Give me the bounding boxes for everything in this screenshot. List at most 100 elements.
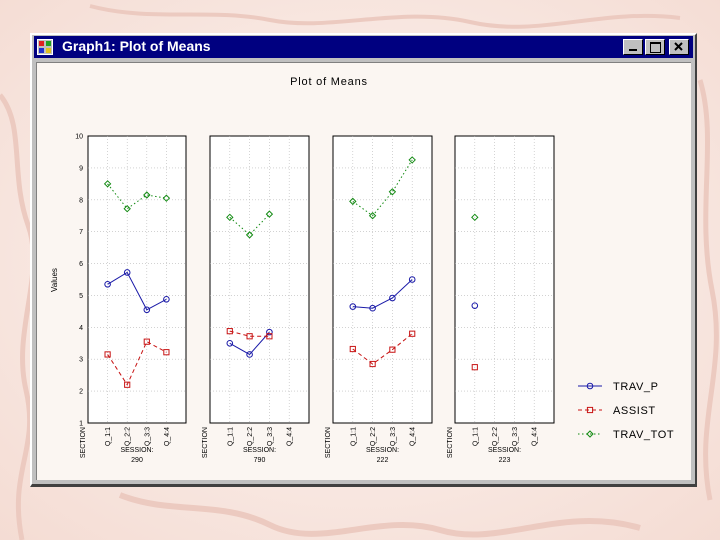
y-tick-label: 7 — [79, 229, 83, 236]
y-tick-label: 9 — [79, 165, 83, 172]
data-point-trav_tot — [388, 188, 397, 196]
data-point-assist — [349, 345, 356, 353]
series-line-assist — [352, 333, 413, 365]
data-point-assist — [409, 330, 416, 337]
data-point-trav_p — [369, 304, 376, 312]
window-title: Graph1: Plot of Means — [62, 38, 211, 54]
plot-panel-frame — [332, 135, 433, 424]
data-point-assist — [104, 351, 111, 358]
x-tick-label: Q_2:2 — [125, 427, 132, 446]
panel-session-label: SESSION: — [488, 447, 521, 454]
panel-session-label: SESSION: — [243, 447, 276, 454]
legend-label-trav_tot: TRAV_TOT — [613, 429, 674, 441]
data-point-trav_tot — [143, 191, 151, 199]
x-tick-label: Q_2:2 — [492, 427, 499, 446]
y-tick-label: 6 — [79, 261, 83, 268]
panel-session-value: 223 — [499, 457, 511, 464]
data-point-trav_tot — [226, 213, 234, 222]
close-button[interactable] — [669, 39, 689, 55]
plot-panel-frame — [87, 135, 187, 424]
data-point-trav_p — [123, 269, 131, 276]
data-point-trav_tot — [265, 210, 274, 218]
data-point-trav_p — [266, 328, 273, 336]
legend-marker-trav_p — [586, 382, 594, 390]
x-tick-label: Q_2:2 — [370, 427, 377, 446]
data-point-trav_p — [104, 280, 111, 288]
x-tick-label: Q_3:3 — [267, 427, 274, 446]
data-point-trav_tot — [471, 213, 479, 222]
close-icon — [674, 42, 683, 51]
title-bar[interactable]: Graph1: Plot of Means — [34, 36, 693, 58]
y-tick-label: 2 — [79, 389, 83, 396]
data-point-assist — [471, 364, 478, 371]
x-tick-label: Q_3:3 — [512, 427, 519, 446]
data-point-trav_p — [408, 276, 416, 283]
panel-session-label: SESSION: — [366, 447, 399, 454]
maximize-icon — [650, 42, 661, 53]
data-point-trav_tot — [162, 194, 171, 202]
data-point-trav_p — [389, 294, 396, 302]
panel-session-value: 790 — [254, 457, 266, 464]
x-factor-label: SECTION — [447, 427, 454, 458]
y-tick-label: 8 — [79, 197, 83, 204]
data-point-trav_p — [246, 351, 253, 358]
y-tick-label: 10 — [75, 134, 83, 141]
x-tick-label: Q_4:4 — [532, 427, 539, 446]
y-tick-label: 4 — [79, 325, 83, 332]
y-tick-label: 3 — [79, 357, 83, 364]
series-line-trav_p — [107, 271, 167, 311]
series-line-trav_tot — [352, 159, 413, 217]
graph-window[interactable]: Graph1: Plot of Means Plot of Means Valu… — [30, 33, 697, 487]
graph-area: Plot of Means Values 1 2 3 4 5 6 7 8 9 10 Q_1:1 Q_2… — [36, 62, 691, 480]
plot-of-means-chart: Plot of Means Values 1 2 3 4 5 6 7 8 9 10 Q_1:1 Q_2… — [50, 76, 674, 464]
panel-session-label: SESSION: — [120, 447, 153, 454]
data-point-assist — [143, 338, 150, 345]
data-point-trav_p — [163, 295, 170, 303]
data-point-trav_tot — [123, 204, 131, 213]
panel-session-value: 290 — [131, 457, 143, 464]
legend-label-trav_p: TRAV_P — [613, 381, 659, 393]
data-point-trav_tot — [349, 197, 357, 206]
y-axis-label: Values — [50, 268, 59, 292]
data-point-assist — [226, 328, 233, 335]
data-point-trav_p — [226, 339, 234, 347]
x-tick-label: Q_2:2 — [247, 427, 254, 446]
x-tick-label: Q_4:4 — [164, 427, 171, 446]
data-point-assist — [266, 333, 273, 340]
panel-session-value: 222 — [377, 457, 389, 464]
maximize-button[interactable] — [645, 39, 665, 55]
minimize-icon — [629, 49, 637, 51]
data-point-trav_p — [471, 302, 479, 309]
data-point-assist — [246, 333, 253, 340]
data-point-trav_p — [349, 303, 357, 310]
legend-marker-trav_tot — [586, 430, 594, 438]
x-factor-label: SECTION — [202, 427, 209, 458]
data-point-assist — [163, 349, 170, 356]
x-tick-label: Q_4:4 — [410, 427, 417, 446]
series-line-trav_p — [352, 279, 413, 309]
minimize-button[interactable] — [623, 39, 643, 55]
x-tick-label: Q_3:3 — [390, 427, 397, 446]
data-point-assist — [124, 381, 131, 388]
y-tick-label: 5 — [79, 293, 83, 300]
plot-panel-frame — [209, 135, 310, 424]
x-tick-label: Q_3:3 — [144, 427, 151, 446]
data-point-trav_p — [143, 306, 151, 314]
y-tick-label: 1 — [79, 421, 83, 428]
x-tick-label: Q_1:1 — [350, 427, 357, 446]
legend-label-assist: ASSIST — [613, 405, 656, 417]
data-point-trav_tot — [408, 156, 416, 164]
chart-title: Plot of Means — [290, 76, 368, 88]
data-point-assist — [369, 360, 376, 368]
x-tick-label: Q_1:1 — [227, 427, 234, 446]
statistica-app-icon[interactable] — [37, 39, 53, 55]
x-tick-label: Q_1:1 — [472, 427, 479, 446]
series-line-trav_tot — [229, 213, 270, 236]
legend-marker-assist — [586, 406, 594, 414]
series-line-trav_p — [229, 331, 270, 356]
plot-panel-frame — [454, 135, 555, 424]
data-point-trav_tot — [368, 212, 377, 220]
data-point-assist — [389, 346, 396, 353]
data-point-trav_tot — [103, 180, 112, 188]
x-tick-label: Q_1:1 — [105, 427, 112, 446]
